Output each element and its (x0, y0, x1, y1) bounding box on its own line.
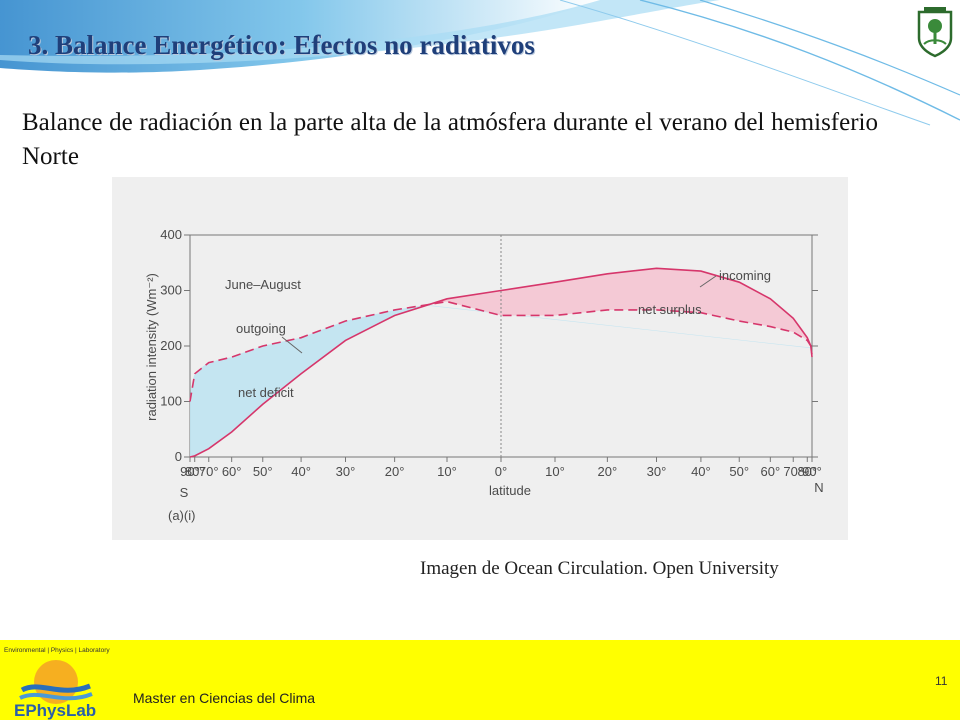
x-tick-label: 90° (180, 464, 200, 479)
south-label: S (180, 485, 189, 500)
x-tick-label: 10° (437, 464, 457, 479)
x-tick-label: 30° (336, 464, 356, 479)
x-tick-label: 50° (729, 464, 749, 479)
series-label-incoming: incoming (719, 268, 771, 283)
y-axis-label: radiation intensity (Wm⁻²) (144, 273, 159, 421)
x-tick-label: 60° (760, 464, 780, 479)
x-tick-label: 80° (797, 464, 817, 479)
x-tick-label: 30° (647, 464, 667, 479)
series-label-outgoing: outgoing (236, 321, 286, 336)
slide-title: 3. Balance Energético: Efectos no radiat… (28, 30, 535, 60)
slide-subtitle: Balance de radiación en la parte alta de… (22, 109, 878, 170)
x-tick-label: 10° (545, 464, 565, 479)
ephyslab-logo: Environmental | Physics | Laboratory EPh… (4, 647, 110, 720)
incoming-leader-line (699, 275, 717, 288)
chart-background (112, 177, 848, 540)
x-tick-label: 20° (385, 464, 405, 479)
logo-sun (34, 660, 78, 704)
outgoing-leader-line (281, 336, 303, 354)
x-axis-label: latitude (489, 483, 531, 498)
x-tick-label: 70° (199, 464, 219, 479)
north-label: N (814, 480, 823, 495)
logo-lab-text: Environmental | Physics | Laboratory (4, 647, 110, 654)
crest-logo (917, 7, 953, 58)
x-tick-label: 60° (222, 464, 242, 479)
image-credit: Imagen de Ocean Circulation. Open Univer… (420, 558, 779, 579)
top-wave-decoration (0, 0, 960, 126)
x-tick-label: 90° (802, 464, 822, 479)
x-tick-label: 40° (291, 464, 311, 479)
x-tick-label: 80° (185, 464, 205, 479)
y-tick-label: 200 (160, 338, 182, 353)
logo-name: EPhysLab (14, 701, 96, 720)
series-line-outgoing (189, 300, 813, 402)
figure-label: (a)(i) (168, 508, 195, 523)
annotation-net-surplus: net surplus (638, 302, 702, 317)
footer-course-name: Master en Ciencias del Clima (133, 690, 316, 706)
y-tick-label: 0 (175, 449, 182, 464)
y-tick-label: 400 (160, 227, 182, 242)
x-tick-label: 40° (691, 464, 711, 479)
x-tick-label: 50° (253, 464, 273, 479)
footer-bar: Environmental | Physics | Laboratory EPh… (0, 640, 960, 720)
period-label: June–August (225, 277, 301, 292)
net-surplus-area (431, 268, 811, 346)
page-number: 11 (935, 674, 948, 688)
x-tick-label: 70° (783, 464, 803, 479)
y-tick-label: 100 (160, 394, 182, 409)
series-line-incoming (189, 267, 813, 458)
x-tick-label: 20° (598, 464, 618, 479)
annotation-net-deficit: net deficit (238, 385, 294, 400)
y-tick-label: 300 (160, 283, 182, 298)
x-tick-label: 0° (495, 464, 507, 479)
